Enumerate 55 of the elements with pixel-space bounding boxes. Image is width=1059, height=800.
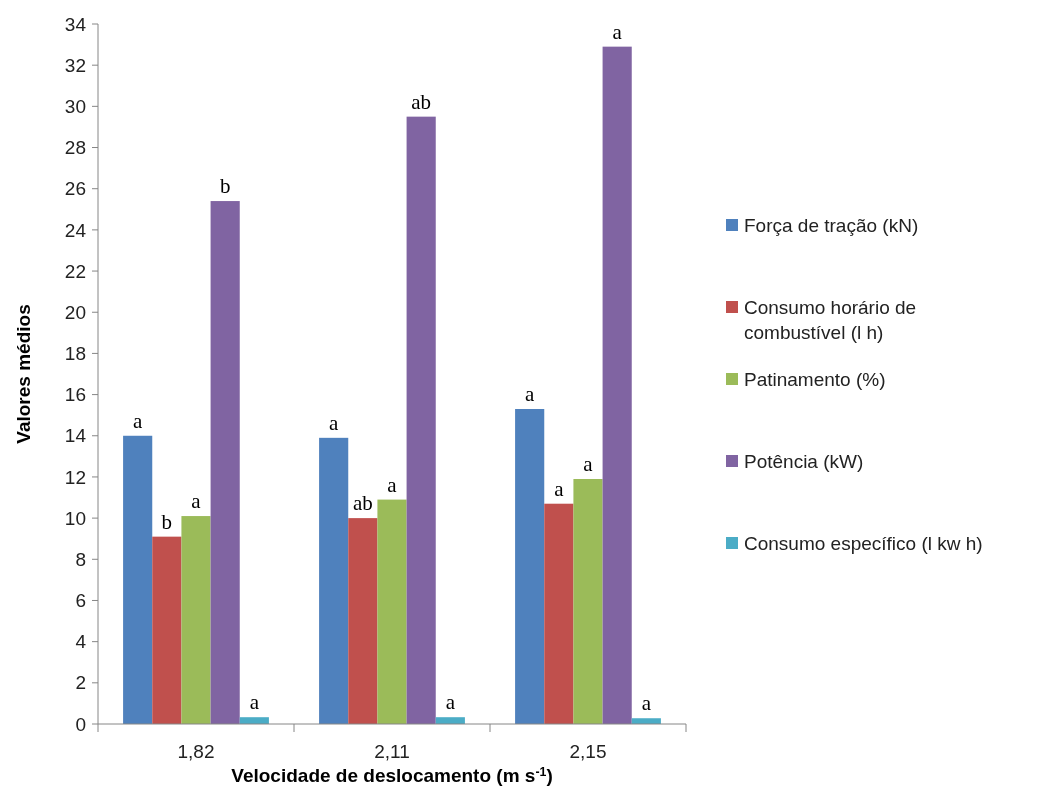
data-label: ab (352, 491, 373, 516)
legend-label: Consumo específico (l kw h) (744, 532, 983, 554)
y-tick-label: 8 (75, 548, 86, 570)
data-label: b (219, 174, 231, 199)
y-tick-label: 0 (75, 713, 86, 735)
y-tick-label: 16 (64, 384, 86, 406)
bar (319, 437, 349, 724)
y-tick-label: 12 (64, 466, 86, 488)
y-tick-label: 2 (75, 672, 86, 694)
data-label: ab (411, 89, 432, 114)
y-tick-label: 28 (64, 137, 86, 159)
bar (123, 435, 153, 724)
y-axis-title: Valores médios (13, 304, 34, 444)
y-tick-label: 4 (75, 631, 87, 653)
y-tick-label: 20 (64, 301, 86, 323)
data-label: a (583, 452, 594, 476)
y-tick-label: 14 (64, 425, 87, 447)
data-label: a (641, 691, 652, 716)
data-label: a (133, 408, 144, 433)
data-label: a (387, 472, 398, 497)
bar (573, 479, 603, 724)
y-tick-label: 10 (64, 507, 86, 529)
data-label: a (445, 690, 456, 715)
legend-label: Patinamento (%) (744, 368, 886, 390)
bar (602, 46, 632, 724)
data-label: a (554, 476, 565, 501)
data-label: a (191, 489, 202, 514)
x-tick-label: 2,11 (374, 741, 410, 762)
y-tick-label: 6 (75, 590, 86, 612)
bar (544, 503, 574, 724)
bar (210, 201, 240, 724)
y-tick-label: 24 (64, 219, 87, 241)
y-tick-label: 26 (64, 178, 86, 200)
data-label: a (612, 19, 623, 44)
bar (515, 409, 545, 724)
y-tick-label: 18 (64, 343, 86, 365)
legend-label: Consumo horário de combustível (l h) (744, 296, 917, 344)
legend-label: Potência (kW) (744, 450, 864, 472)
x-tick-label: 1,82 (177, 741, 215, 762)
y-tick-label: 22 (64, 260, 86, 282)
y-tick-label: 30 (64, 96, 86, 117)
y-tick-label: 34 (64, 13, 87, 35)
data-label: a (249, 690, 260, 715)
data-label: a (329, 410, 340, 435)
bar (377, 499, 407, 724)
bar (348, 518, 378, 724)
bar (152, 536, 182, 724)
bar (406, 116, 436, 724)
y-tick-label: 32 (64, 54, 86, 76)
bar (181, 516, 211, 724)
data-label: a (525, 382, 536, 406)
x-axis-title: Velocidade de deslocamento (m s$^{-1}$) (231, 764, 553, 786)
legend-label: Força de tração (kN) (744, 214, 919, 236)
data-label: b (161, 509, 173, 534)
x-tick-label: 2,15 (569, 741, 607, 762)
